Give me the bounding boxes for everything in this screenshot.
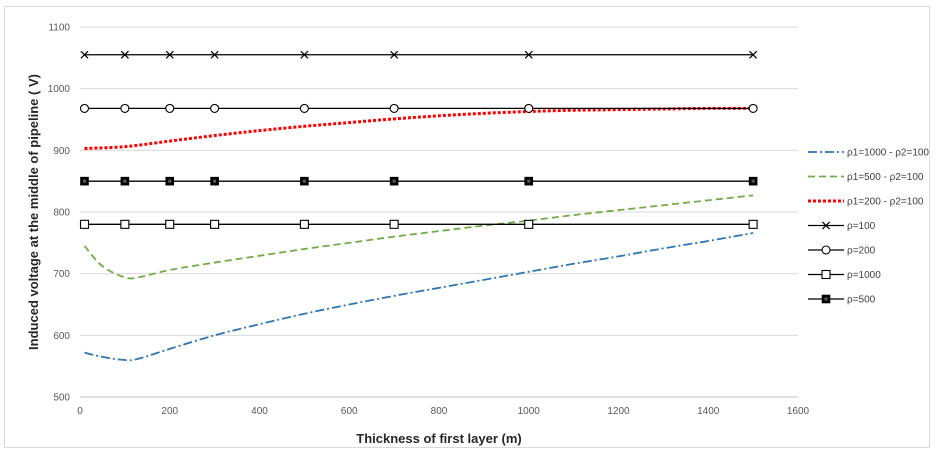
series-lines [83, 54, 754, 362]
series-4-marker [300, 50, 309, 59]
legend-swatch-marker-center [824, 297, 828, 301]
series-7-marker-center [82, 179, 87, 183]
series-5-marker [299, 103, 309, 113]
series-7-marker-center [123, 179, 127, 183]
series-5-marker [210, 103, 220, 113]
series-line-2 [83, 194, 754, 280]
x-tick-label: 1600 [787, 406, 810, 417]
series-markers [79, 50, 758, 229]
legend-swatch-marker [821, 269, 831, 280]
x-tick-label: 1000 [518, 406, 541, 417]
legend-label: ρ1=1000 - ρ2=100 [847, 148, 929, 159]
series-6-marker [748, 219, 758, 229]
series-7-marker-center [751, 179, 755, 183]
series-6-marker [524, 219, 534, 229]
y-tick-label: 1100 [48, 23, 70, 34]
series-7-marker-center [392, 179, 396, 183]
series-5-marker [79, 103, 90, 113]
series-7-marker-center [168, 179, 172, 183]
y-tick-label: 700 [53, 269, 70, 280]
x-tick-label: 0 [77, 406, 83, 417]
series-4-marker [120, 50, 129, 59]
x-tick-label: 1400 [697, 406, 720, 417]
series-5-marker [165, 103, 175, 113]
legend-label: ρ1=500 - ρ2=100 [847, 172, 924, 183]
series-4-marker [390, 50, 399, 59]
x-tick-label: 600 [341, 406, 358, 417]
series-6-marker [210, 219, 220, 229]
series-7-marker-center [213, 179, 217, 183]
series-5-marker [524, 103, 534, 113]
series-4-marker [165, 50, 174, 59]
series-5-marker [389, 103, 399, 113]
chart-frame [4, 6, 930, 448]
series-6-marker [120, 219, 130, 229]
legend-label: ρ=500 [847, 295, 876, 306]
series-7-marker-center [527, 179, 531, 183]
legend-label: ρ=100 [847, 221, 876, 232]
legend-swatch-marker [821, 221, 831, 230]
y-tick-label: 500 [53, 393, 70, 404]
x-axis-ticks: 0 200 400 600 800 1000 1200 1400 1600 [77, 406, 809, 417]
series-line-3 [84, 106, 754, 150]
series-4-marker [524, 50, 533, 59]
legend-label: ρ=200 [847, 246, 876, 257]
y-axis-ticks: 500 600 700 800 900 1000 1100 [48, 23, 71, 404]
y-tick-label: 600 [53, 331, 70, 342]
series-line-1 [84, 232, 754, 362]
legend-swatch-marker [821, 245, 831, 255]
y-tick-label: 800 [53, 208, 70, 219]
y-tick-label: 900 [53, 146, 70, 157]
y-tick-label: 1000 [48, 84, 71, 95]
gridlines [80, 26, 798, 336]
series-7-marker-center [302, 179, 306, 183]
series-6-marker [165, 219, 175, 229]
y-axis-title: Induced voltage at the middle of pipelin… [26, 74, 41, 350]
series-6-marker [79, 219, 90, 229]
series-5-marker [748, 103, 758, 113]
x-tick-label: 200 [161, 406, 178, 417]
series-4-marker [749, 50, 758, 59]
x-tick-label: 800 [431, 406, 448, 417]
series-4-marker [80, 50, 89, 59]
series-4-marker [210, 50, 219, 59]
series-5-marker [120, 103, 130, 113]
series-6-marker [389, 219, 399, 229]
x-tick-label: 400 [251, 406, 268, 417]
x-tick-label: 1200 [607, 406, 630, 417]
legend-label: ρ1=200 - ρ2=100 [847, 197, 924, 208]
x-axis-title: Thickness of first layer (m) [356, 431, 521, 446]
legend-label: ρ=1000 [847, 270, 881, 281]
legend: ρ1=1000 - ρ2=100 ρ1=500 - ρ2=100 ρ1=200 - … [808, 148, 929, 306]
series-6-marker [299, 219, 309, 229]
